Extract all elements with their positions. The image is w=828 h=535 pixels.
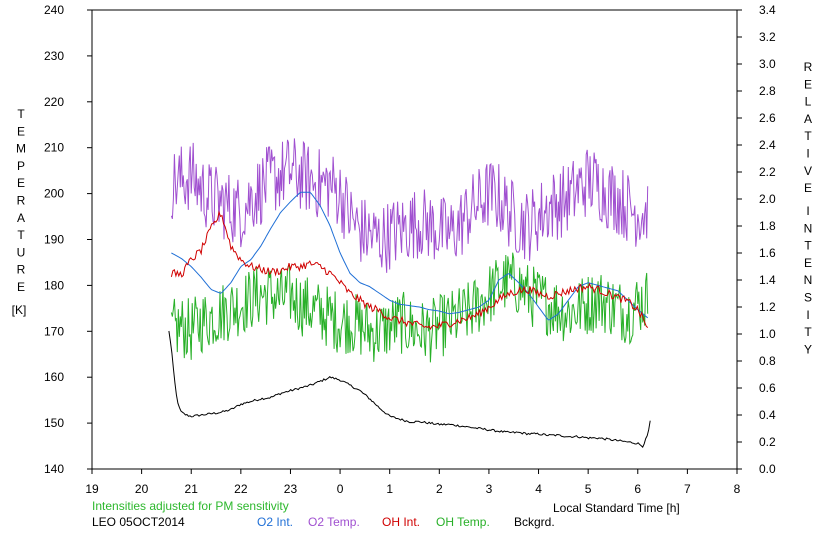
right-tick-label: 0.2 xyxy=(759,435,776,449)
right-tick-label: 0.0 xyxy=(759,462,776,476)
left-label-letter: T xyxy=(17,228,25,242)
series-line-o2-temp xyxy=(170,138,649,273)
left-tick-label: 160 xyxy=(44,370,64,384)
legend-oh-int: OH Int. xyxy=(382,515,420,529)
x-tick-label: 22 xyxy=(234,482,248,496)
left-label-letter: E xyxy=(17,176,25,190)
left-tick-label: 150 xyxy=(44,416,64,430)
right-tick-label: 2.8 xyxy=(759,84,776,98)
x-tick-label: 8 xyxy=(734,482,741,496)
left-tick-label: 200 xyxy=(44,187,64,201)
left-label-letter: P xyxy=(17,159,25,173)
x-tick-label: 7 xyxy=(684,482,691,496)
right-axis-ticks: 0.0 0.2 0.4 0.6 0.8 1.0 1.2 1.4 1.6 1.8 2.0 2.2 2.4 2… xyxy=(737,3,776,476)
left-label-letter: R xyxy=(17,263,26,277)
right-label-letter: R xyxy=(804,60,813,74)
right-tick-label: 2.0 xyxy=(759,192,776,206)
right-tick-label: 1.6 xyxy=(759,246,776,260)
right-label-letter: V xyxy=(804,164,812,178)
right-label-letter: L xyxy=(805,95,812,109)
x-tick-label: 0 xyxy=(337,482,344,496)
left-tick-label: 210 xyxy=(44,141,64,155)
right-label-letter: Y xyxy=(804,342,812,356)
left-axis-ticks: 140 150 160 170 180 190 200 210 220 230 240 xyxy=(44,3,92,476)
right-tick-label: 1.0 xyxy=(759,327,776,341)
series-line-o2-int xyxy=(171,191,649,321)
right-tick-label: 0.8 xyxy=(759,354,776,368)
x-tick-label: 6 xyxy=(634,482,641,496)
left-label-letter: T xyxy=(17,107,25,121)
right-label-letter: E xyxy=(804,77,812,91)
x-axis-ticks: 19 20 21 22 23 0 1 2 3 4 5 6 7 8 xyxy=(85,469,741,496)
right-tick-label: 0.6 xyxy=(759,381,776,395)
x-tick-label: 1 xyxy=(386,482,393,496)
right-tick-label: 2.4 xyxy=(759,138,776,152)
right-label-letter: N xyxy=(804,273,813,287)
sensitivity-note: Intensities adjusted for PM sensitivity xyxy=(92,499,289,513)
right-tick-label: 2.6 xyxy=(759,111,776,125)
right-label-letter: I xyxy=(806,204,809,218)
series-line-oh-temp xyxy=(170,252,649,363)
right-label-letter: E xyxy=(804,181,812,195)
right-label-letter: E xyxy=(804,256,812,270)
left-tick-label: 190 xyxy=(44,233,64,247)
legend-o2-int: O2 Int. xyxy=(257,515,293,529)
x-axis-label: Local Standard Time [h] xyxy=(553,501,680,515)
left-label-letter: M xyxy=(16,142,26,156)
legend-o2-temp: O2 Temp. xyxy=(308,515,360,529)
right-label-letter: N xyxy=(804,221,813,235)
left-label-letter: U xyxy=(17,245,26,259)
right-label-letter: I xyxy=(806,308,809,322)
right-label-letter: I xyxy=(806,147,809,161)
series-layer xyxy=(168,138,651,448)
station-date: LEO 05OCT2014 xyxy=(92,515,185,529)
left-label-letter: R xyxy=(17,194,26,208)
x-tick-label: 21 xyxy=(185,482,199,496)
x-tick-label: 5 xyxy=(585,482,592,496)
left-tick-label: 180 xyxy=(44,278,64,292)
right-tick-label: 3.4 xyxy=(759,3,776,17)
x-tick-label: 20 xyxy=(135,482,149,496)
left-label-letter: E xyxy=(17,280,25,294)
right-tick-label: 3.2 xyxy=(759,30,776,44)
left-label-letter: E xyxy=(17,124,25,138)
legend-bckgrd: Bckgrd. xyxy=(514,515,555,529)
left-tick-label: 230 xyxy=(44,49,64,63)
right-label-letter: S xyxy=(804,291,812,305)
right-label-letter: T xyxy=(804,325,812,339)
left-tick-label: 220 xyxy=(44,95,64,109)
right-label-letter: T xyxy=(804,239,812,253)
plot-area xyxy=(91,9,738,470)
right-tick-label: 2.2 xyxy=(759,165,776,179)
legend-oh-temp: OH Temp. xyxy=(436,515,490,529)
right-tick-label: 0.4 xyxy=(759,408,776,422)
series-line-bckgrd xyxy=(168,330,651,448)
right-tick-label: 3.0 xyxy=(759,57,776,71)
right-tick-label: 1.2 xyxy=(759,300,776,314)
left-label-letter: A xyxy=(17,211,25,225)
left-axis-unit: [K] xyxy=(12,303,27,317)
left-tick-label: 240 xyxy=(44,3,64,17)
x-tick-label: 23 xyxy=(284,482,298,496)
right-label-letter: A xyxy=(804,112,812,126)
left-tick-label: 170 xyxy=(44,324,64,338)
right-label-letter: T xyxy=(804,129,812,143)
x-tick-label: 2 xyxy=(436,482,443,496)
right-tick-label: 1.8 xyxy=(759,219,776,233)
series-line-oh-int xyxy=(170,210,649,331)
left-tick-label: 140 xyxy=(44,462,64,476)
x-tick-label: 3 xyxy=(486,482,493,496)
x-tick-label: 4 xyxy=(535,482,542,496)
x-tick-label: 19 xyxy=(85,482,99,496)
right-tick-label: 1.4 xyxy=(759,273,776,287)
